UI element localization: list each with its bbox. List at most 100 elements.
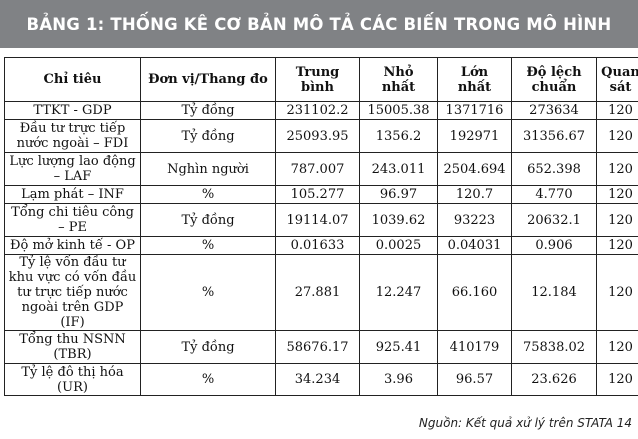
cell-unit: Nghìn người [140, 152, 276, 186]
indicator-line: khu vực có vốn đầu [8, 270, 137, 285]
cell-max: 2504.694 [437, 152, 512, 186]
cell-unit: % [140, 185, 276, 204]
table-row: Tỷ lệ vốn đầu tư khu vực có vốn đầu tư trự… [4, 254, 638, 331]
title-bar: BẢNG 1: THỐNG KÊ CƠ BẢN MÔ TẢ CÁC BIẾN T… [0, 0, 638, 48]
source-note: Nguồn: Kết quả xử lý trên STATA 14 [418, 416, 632, 430]
indicator-line: TTKT - GDP [33, 103, 112, 118]
indicator-line: Tỷ lệ đô thị hóa [21, 364, 124, 380]
table-title: BẢNG 1: THỐNG KÊ CƠ BẢN MÔ TẢ CÁC BIẾN T… [26, 14, 612, 34]
cell-indicator: Đầu tư trực tiếp nước ngoài – FDI [4, 119, 141, 153]
indicator-line: Lực lượng lao động [9, 154, 136, 169]
cell-obs: 120 [596, 203, 638, 237]
header-sd: Độ lệch chuẩn [511, 57, 597, 102]
cell-unit: % [140, 236, 276, 255]
cell-mean: 105.277 [275, 185, 360, 204]
table-row: Đầu tư trực tiếp nước ngoài – FDI Tỷ đồng 2… [4, 119, 638, 153]
cell-min: 0.0025 [359, 236, 438, 255]
table-row: TTKT - GDP Tỷ đồng 231102.2 15005.38 1371716… [4, 101, 638, 120]
cell-max: 93223 [437, 203, 512, 237]
cell-sd: 652.398 [511, 152, 597, 186]
indicator-line: (UR) [57, 379, 88, 395]
cell-sd: 31356.67 [511, 119, 597, 153]
indicator-line: tư trực tiếp nước [17, 285, 128, 300]
cell-min: 96.97 [359, 185, 438, 204]
cell-mean: 231102.2 [275, 101, 360, 120]
cell-min: 925.41 [359, 330, 438, 364]
cell-obs: 120 [596, 185, 638, 204]
header-row: Chỉ tiêu Đơn vị/Thang đo Trung bình Nhỏ nh… [4, 57, 638, 102]
cell-sd: 0.906 [511, 236, 597, 255]
cell-indicator: Lực lượng lao động – LAF [4, 152, 141, 186]
cell-min: 3.96 [359, 363, 438, 396]
header-min: Nhỏ nhất [359, 57, 438, 102]
table-row: Tổng thu NSNN (TBR) Tỷ đồng 58676.17 925.41 4… [4, 330, 638, 364]
cell-max: 192971 [437, 119, 512, 153]
cell-mean: 34.234 [275, 363, 360, 396]
header-mean: Trung bình [275, 57, 360, 102]
cell-max: 96.57 [437, 363, 512, 396]
cell-indicator: Tỷ lệ đô thị hóa (UR) [4, 363, 141, 396]
table-row: Lực lượng lao động – LAF Nghìn người 787.00… [4, 152, 638, 186]
cell-indicator: Tỷ lệ vốn đầu tư khu vực có vốn đầu tư trự… [4, 254, 141, 331]
cell-sd: 273634 [511, 101, 597, 120]
cell-sd: 75838.02 [511, 330, 597, 364]
cell-sd: 12.184 [511, 254, 597, 331]
cell-obs: 120 [596, 363, 638, 396]
cell-sd: 4.770 [511, 185, 597, 204]
indicator-line: Lạm phát – INF [21, 187, 124, 202]
cell-unit: % [140, 254, 276, 331]
cell-min: 15005.38 [359, 101, 438, 120]
cell-max: 120.7 [437, 185, 512, 204]
cell-min: 12.247 [359, 254, 438, 331]
cell-min: 1039.62 [359, 203, 438, 237]
indicator-line: Tỷ lệ vốn đầu tư [19, 255, 126, 271]
cell-max: 0.04031 [437, 236, 512, 255]
cell-obs: 120 [596, 254, 638, 331]
cell-unit: Tỷ đồng [140, 119, 276, 153]
cell-mean: 787.007 [275, 152, 360, 186]
table-row: Lạm phát – INF% 105.277 96.97 120.7 4.770 120 [4, 185, 638, 204]
indicator-line: – PE [58, 220, 87, 235]
cell-mean: 58676.17 [275, 330, 360, 364]
cell-obs: 120 [596, 101, 638, 120]
indicator-line: – LAF [53, 169, 92, 184]
table-row: Tỷ lệ đô thị hóa (UR)% 34.234 3.96 96.57 23.6… [4, 363, 638, 396]
indicator-line: nước ngoài – FDI [16, 136, 129, 151]
indicator-line: ngoài trên GDP (IF) [21, 300, 124, 330]
header-obs: Quan sát [596, 57, 638, 102]
cell-obs: 120 [596, 152, 638, 186]
indicator-line: (TBR) [53, 347, 92, 362]
cell-max: 1371716 [437, 101, 512, 120]
header-max: Lớn nhất [437, 57, 512, 102]
indicator-line: Độ mở kinh tế - OP [10, 238, 135, 253]
cell-mean: 0.01633 [275, 236, 360, 255]
cell-mean: 19114.07 [275, 203, 360, 237]
cell-obs: 120 [596, 119, 638, 153]
cell-mean: 25093.95 [275, 119, 360, 153]
stats-table-wrap: Chỉ tiêu Đơn vị/Thang đo Trung bình Nhỏ nh… [4, 57, 638, 396]
cell-min: 1356.2 [359, 119, 438, 153]
descriptive-stats-table: Chỉ tiêu Đơn vị/Thang đo Trung bình Nhỏ nh… [4, 57, 638, 396]
cell-sd: 23.626 [511, 363, 597, 396]
cell-obs: 120 [596, 330, 638, 364]
cell-indicator: Tổng thu NSNN (TBR) [4, 330, 141, 364]
table-row: Tổng chi tiêu công – PE Tỷ đồng 19114.07 103… [4, 203, 638, 237]
cell-unit: Tỷ đồng [140, 203, 276, 237]
table-row: Độ mở kinh tế - OP% 0.01633 0.0025 0.04031 0… [4, 236, 638, 255]
cell-unit: Tỷ đồng [140, 101, 276, 120]
cell-mean: 27.881 [275, 254, 360, 331]
cell-indicator: Lạm phát – INF [4, 185, 141, 204]
indicator-line: Tổng chi tiêu công [11, 205, 134, 220]
indicator-line: Đầu tư trực tiếp [19, 121, 126, 136]
cell-indicator: TTKT - GDP [4, 101, 141, 120]
cell-max: 410179 [437, 330, 512, 364]
cell-max: 66.160 [437, 254, 512, 331]
cell-obs: 120 [596, 236, 638, 255]
cell-indicator: Độ mở kinh tế - OP [4, 236, 141, 255]
cell-unit: % [140, 363, 276, 396]
header-unit: Đơn vị/Thang đo [140, 57, 276, 102]
cell-min: 243.011 [359, 152, 438, 186]
indicator-line: Tổng thu NSNN [19, 332, 126, 347]
cell-unit: Tỷ đồng [140, 330, 276, 364]
